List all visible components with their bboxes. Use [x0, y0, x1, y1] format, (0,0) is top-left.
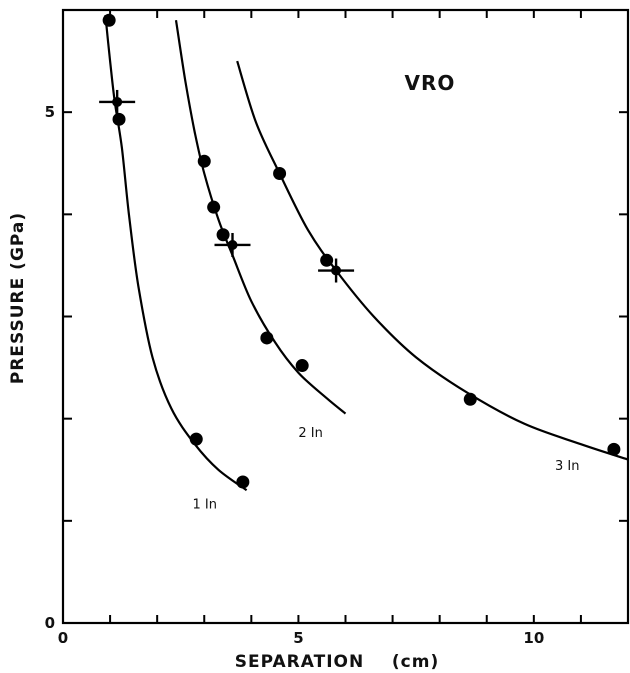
data-point [236, 475, 250, 489]
x-axis-label: SEPARATION (cm) [235, 652, 439, 672]
tick-labels: 0 5 10 0 5 [45, 103, 545, 647]
x-tick-label: 10 [523, 629, 544, 647]
data-point [273, 166, 287, 180]
data-point [207, 200, 221, 214]
data-point [189, 432, 203, 446]
curve-series-1 [104, 14, 248, 492]
curve-label-series-1: 1 In [192, 498, 216, 513]
data-point [197, 154, 211, 168]
data-point [112, 112, 126, 126]
y-tick-label: 0 [45, 614, 55, 632]
marker-center [112, 96, 123, 107]
curve-series-2 [174, 20, 347, 415]
data-point [463, 392, 477, 406]
axis-ticks [63, 9, 628, 623]
data-point [260, 331, 274, 345]
data-point [295, 359, 309, 373]
chart-title: VRO [405, 71, 456, 95]
data-point [320, 253, 334, 267]
data-points [102, 13, 621, 489]
y-axis-label: PRESSURE (GPa) [8, 212, 28, 384]
fit-curves [104, 14, 629, 492]
data-point [607, 442, 621, 456]
curve-label-series-3: 3 In [555, 459, 579, 474]
marker-center [227, 239, 238, 250]
x-tick-label: 0 [58, 629, 68, 647]
curve-series-3 [236, 60, 629, 461]
curve-labels: 1 In 2 In 3 In [192, 426, 579, 513]
curve-label-series-2: 2 In [298, 426, 322, 441]
data-point [102, 13, 116, 27]
marker-center [331, 265, 342, 276]
plot-frame [61, 8, 630, 625]
y-tick-label: 5 [45, 103, 55, 121]
transition-markers [99, 89, 355, 283]
data-point [216, 228, 230, 242]
x-tick-label: 5 [293, 629, 303, 647]
